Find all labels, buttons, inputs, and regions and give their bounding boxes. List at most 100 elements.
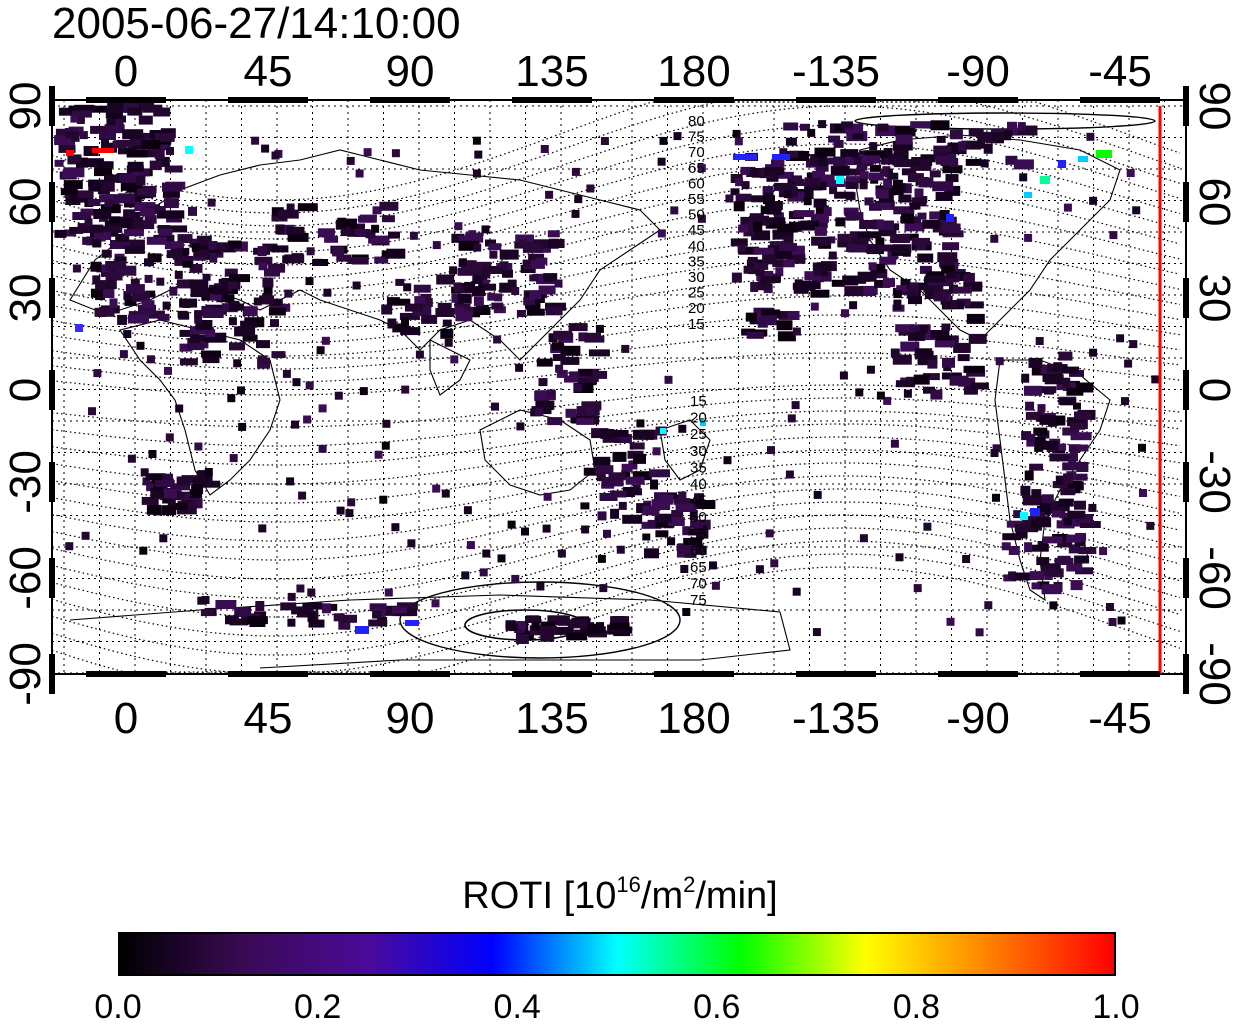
roti-cell bbox=[1013, 159, 1034, 170]
roti-cell bbox=[1151, 375, 1160, 384]
roti-cell bbox=[146, 504, 161, 515]
roti-cell bbox=[414, 296, 426, 305]
roti-cell bbox=[730, 188, 740, 196]
colorbar-tick-label: 1.0 bbox=[1092, 988, 1140, 1026]
roti-cell bbox=[935, 335, 952, 344]
roti-cell bbox=[936, 135, 946, 143]
roti-cell bbox=[1079, 521, 1101, 528]
roti-cell bbox=[135, 216, 144, 227]
roti-cell bbox=[104, 124, 125, 134]
roti-cell bbox=[238, 422, 247, 431]
roti-cell bbox=[725, 194, 734, 203]
roti-cell bbox=[895, 246, 904, 255]
roti-cell bbox=[689, 510, 698, 520]
roti-cell bbox=[147, 253, 162, 263]
roti-cell bbox=[616, 545, 625, 554]
roti-cell bbox=[109, 198, 120, 209]
roti-cell bbox=[908, 296, 922, 305]
roti-cell bbox=[255, 601, 265, 611]
roti-cell bbox=[473, 307, 491, 315]
roti-cell bbox=[556, 369, 568, 378]
roti-cell bbox=[519, 239, 527, 248]
roti-cell bbox=[792, 327, 801, 336]
roti-cell bbox=[1041, 584, 1062, 595]
roti-cell bbox=[526, 308, 545, 316]
roti-cell bbox=[588, 349, 610, 357]
roti-cell bbox=[175, 404, 184, 413]
roti-cell bbox=[1028, 544, 1049, 552]
roti-cell bbox=[296, 584, 305, 593]
roti-cell bbox=[403, 283, 412, 292]
roti-cell bbox=[922, 219, 940, 229]
roti-cell bbox=[937, 252, 958, 263]
bottom-axis-label: -45 bbox=[1088, 694, 1152, 743]
roti-cell bbox=[1057, 555, 1071, 565]
roti-cell bbox=[1031, 489, 1042, 498]
roti-cell bbox=[1089, 196, 1098, 205]
roti-cell bbox=[844, 157, 860, 166]
roti-cell bbox=[896, 285, 908, 293]
roti-cell bbox=[166, 147, 174, 155]
roti-cell bbox=[125, 284, 145, 295]
bottom-axis-label: 180 bbox=[657, 694, 730, 743]
roti-cell bbox=[1028, 357, 1043, 368]
roti-cell bbox=[890, 439, 899, 448]
roti-cell bbox=[815, 162, 829, 172]
contour-label: 50 bbox=[688, 207, 705, 224]
roti-cell bbox=[659, 136, 668, 145]
roti-cell bbox=[1019, 173, 1028, 182]
roti-cell bbox=[172, 503, 188, 510]
roti-cell bbox=[695, 500, 716, 509]
roti-cell bbox=[690, 537, 703, 547]
roti-cell bbox=[436, 274, 455, 285]
roti-cell bbox=[523, 297, 536, 306]
roti-cell bbox=[1071, 473, 1088, 481]
roti-cell bbox=[859, 534, 868, 543]
roti-cell bbox=[381, 304, 393, 315]
roti-cell bbox=[602, 435, 620, 443]
roti-cell bbox=[942, 242, 960, 251]
roti-cell bbox=[130, 278, 140, 288]
roti-cell bbox=[258, 355, 267, 364]
contour-label: 40 bbox=[688, 238, 705, 255]
roti-cell bbox=[461, 571, 470, 580]
roti-cell bbox=[770, 559, 779, 568]
roti-cell bbox=[565, 408, 577, 418]
roti-cell bbox=[618, 501, 627, 510]
roti-cell bbox=[984, 601, 993, 610]
roti-cell bbox=[1039, 414, 1056, 425]
roti-cell bbox=[655, 530, 669, 538]
roti-cell bbox=[848, 242, 867, 253]
roti-cell bbox=[543, 492, 552, 501]
contour-label: 15 bbox=[688, 316, 705, 333]
roti-cell bbox=[595, 465, 614, 475]
roti-cell bbox=[1044, 374, 1064, 385]
roti-cell bbox=[785, 137, 797, 146]
roti-cell bbox=[399, 312, 420, 320]
roti-cell bbox=[845, 123, 864, 134]
roti-cell bbox=[1073, 402, 1081, 410]
roti-cell bbox=[621, 470, 631, 480]
roti-cell bbox=[106, 118, 122, 126]
roti-cell bbox=[132, 291, 150, 302]
roti-cell bbox=[793, 210, 815, 218]
roti-cell bbox=[386, 248, 406, 259]
roti-cell bbox=[162, 494, 172, 504]
roti-cell bbox=[83, 146, 99, 156]
roti-cell bbox=[872, 219, 884, 230]
roti-cell bbox=[963, 365, 985, 373]
roti-cell bbox=[529, 274, 539, 282]
roti-cell bbox=[1108, 618, 1117, 626]
contour-label: 35 bbox=[688, 253, 705, 270]
roti-cell bbox=[302, 602, 323, 610]
roti-cell bbox=[1004, 129, 1013, 137]
roti-cell bbox=[818, 181, 827, 191]
roti-cell bbox=[242, 334, 258, 342]
roti-cell bbox=[880, 168, 889, 177]
roti-cell bbox=[792, 587, 801, 596]
roti-cell bbox=[464, 281, 476, 291]
contour-label: 80 bbox=[688, 113, 705, 130]
roti-cell bbox=[547, 230, 560, 238]
roti-cell bbox=[379, 495, 388, 504]
roti-cell bbox=[305, 381, 314, 390]
